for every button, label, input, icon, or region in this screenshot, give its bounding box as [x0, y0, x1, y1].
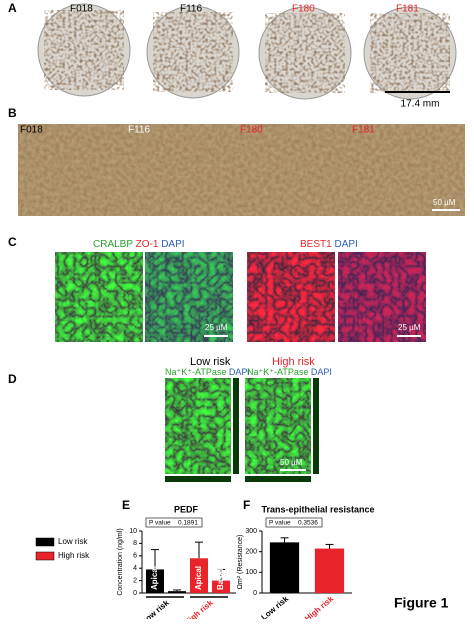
stain-label: Na⁺K⁺-ATPase DAPI — [247, 367, 332, 377]
group-label: Low risk — [190, 356, 231, 368]
group-label: Low risk — [140, 598, 171, 619]
dish-label: F181 — [396, 4, 419, 15]
legend-label: High risk — [58, 551, 90, 560]
y-tick-label: 2 — [133, 577, 137, 584]
stain: BEST1 — [300, 239, 332, 250]
bar-label: Basal — [216, 569, 225, 590]
figure-label: Figure 1 — [394, 595, 449, 611]
p-label: P value — [269, 520, 291, 527]
legend-swatch — [35, 551, 55, 561]
stain-label: Na⁺K⁺-ATPase DAPI — [165, 367, 250, 377]
p-box — [265, 517, 323, 528]
panel-label: F — [243, 498, 250, 512]
scale-label: 25 µM — [398, 323, 421, 332]
scale-label: 50 µM — [280, 458, 303, 467]
strip-label: F116 — [128, 125, 150, 136]
stain-label: BEST1 DAPI — [300, 239, 358, 250]
scale-label: 50 µM — [433, 198, 456, 207]
group-label: High risk — [272, 356, 315, 368]
fluorescence-images — [55, 252, 426, 342]
stain: Na⁺K⁺-ATPase — [247, 367, 308, 377]
y-tick-label: 300 — [245, 528, 257, 535]
p-label: P value — [149, 520, 171, 527]
stain: DAPI — [334, 239, 357, 250]
stain-label: CRALBP ZO-1 DAPI — [93, 239, 185, 250]
y-tick-label: 0 — [133, 590, 137, 597]
bar — [190, 558, 208, 593]
strip-label: F181 — [352, 125, 375, 136]
dish-label: F018 — [70, 4, 93, 15]
bar — [212, 580, 230, 593]
chart-title: Trans-epithelial resistance — [261, 504, 374, 514]
bar-label: Apical — [194, 566, 203, 590]
p-value: 0.3536 — [298, 520, 318, 527]
strip-label: F018 — [20, 125, 43, 136]
scale-label: 25 µM — [205, 323, 228, 332]
y-tick-label: 200 — [245, 549, 257, 556]
legend-swatch — [35, 537, 55, 547]
chart-title: PEDF — [174, 504, 199, 514]
group-label: High risk — [183, 598, 215, 619]
bar — [146, 569, 164, 593]
x-tick-label: High risk — [303, 594, 335, 619]
stain: CRALBP — [93, 239, 133, 250]
y-tick-label: 0 — [253, 590, 257, 597]
y-tick-label: 10 — [129, 528, 137, 535]
panel-label: E — [122, 498, 130, 512]
y-tick-label: 4 — [133, 565, 137, 572]
scale-label: 17.4 mm — [401, 99, 440, 110]
bar-label: Basal — [172, 569, 181, 590]
bar — [269, 542, 300, 593]
panel-label: A — [8, 1, 17, 15]
panel-label: D — [8, 372, 17, 386]
p-value: 0.1891 — [178, 520, 198, 527]
dish-label: F116 — [180, 4, 202, 15]
stain: DAPI — [161, 239, 184, 250]
bar — [168, 591, 186, 593]
dishes — [37, 3, 457, 100]
stain: ZO-1 — [136, 239, 159, 250]
bar-label: Apical — [150, 566, 159, 590]
stain: DAPI — [311, 367, 332, 377]
y-tick-label: 100 — [245, 569, 257, 576]
stain: Na⁺K⁺-ATPase — [165, 367, 226, 377]
y-axis-label: Ωm² (Resistance) — [237, 535, 244, 590]
x-tick-label: Low risk — [259, 594, 290, 619]
bar — [314, 548, 345, 593]
micrograph-strip — [18, 124, 465, 216]
confocal-images — [165, 378, 319, 482]
stain: DAPI — [229, 367, 250, 377]
panel-label: C — [8, 235, 17, 249]
legend-label: Low risk — [58, 537, 88, 546]
y-tick-label: 6 — [133, 553, 137, 560]
dish-label: F180 — [292, 4, 315, 15]
p-box — [145, 517, 203, 528]
y-axis-label: Concentration (ng/ml) — [117, 528, 124, 595]
y-tick-label: 8 — [133, 540, 137, 547]
strip-label: F180 — [240, 125, 263, 136]
panel-label: B — [8, 106, 17, 120]
